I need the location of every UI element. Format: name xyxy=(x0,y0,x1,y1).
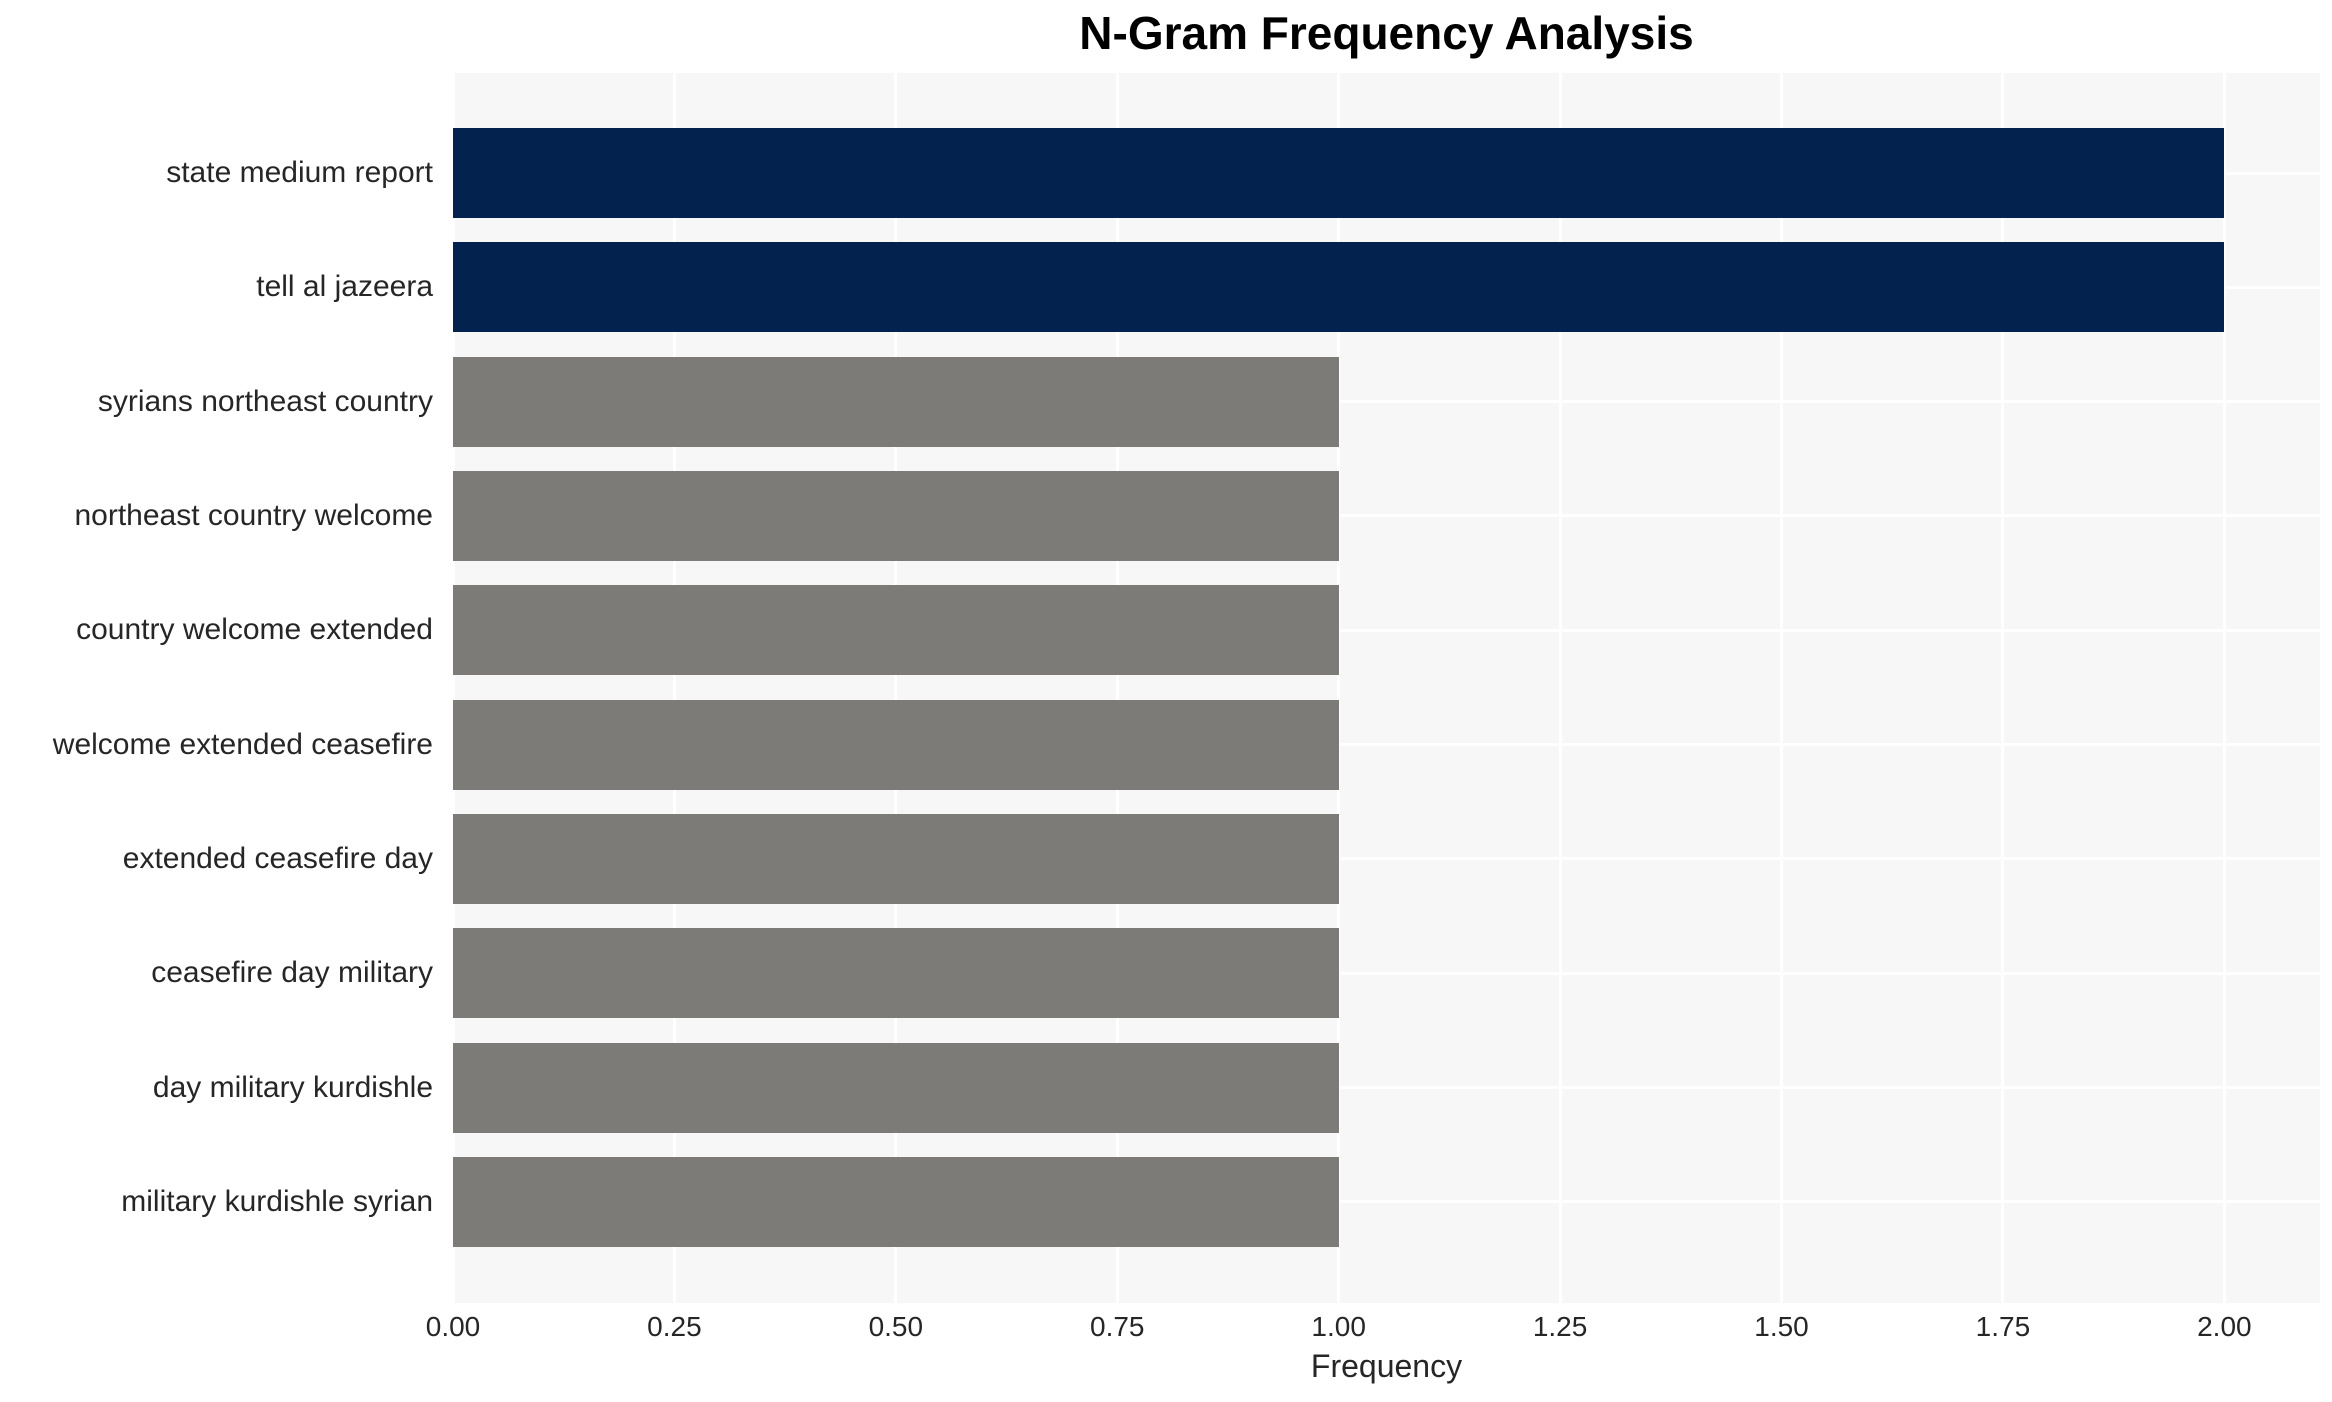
y-tick-label: extended ceasefire day xyxy=(122,841,433,875)
gridline-vertical xyxy=(894,73,898,1303)
gridline-horizontal xyxy=(453,743,2320,747)
y-axis-labels: state medium report tell al jazeera syrian… xyxy=(0,73,443,1303)
x-axis-ticks: 0.00 0.25 0.50 0.75 1.00 1.25 1.50 1.75 2.00 xyxy=(0,1303,2332,1343)
y-tick-label: day military kurdishle xyxy=(152,1070,433,1104)
chart-title: N-Gram Frequency Analysis xyxy=(1079,7,1694,59)
x-tick-label: 1.50 xyxy=(1754,1311,1809,1342)
gridline-vertical xyxy=(451,73,455,1303)
bar xyxy=(453,470,1339,561)
x-tick-label: 0.00 xyxy=(425,1311,481,1342)
gridline-horizontal xyxy=(453,1086,2320,1090)
gridline-horizontal xyxy=(453,971,2320,975)
bar xyxy=(453,128,2225,218)
gridline-vertical xyxy=(1558,73,1562,1303)
y-tick-label: welcome extended ceasefire xyxy=(52,727,433,761)
x-tick-label: 1.75 xyxy=(1975,1311,2031,1342)
bar xyxy=(453,1042,1339,1133)
bar xyxy=(453,928,1339,1019)
y-tick-label: syrians northeast country xyxy=(97,384,433,418)
y-tick-label: military kurdishle syrian xyxy=(121,1184,433,1218)
gridline-vertical xyxy=(1337,73,1341,1303)
bar xyxy=(453,356,1339,447)
x-tick-label: 2.00 xyxy=(2197,1311,2252,1342)
x-axis-label: Frequency xyxy=(1310,1348,1463,1384)
gridline-vertical xyxy=(2001,73,2005,1303)
x-tick-label: 0.50 xyxy=(868,1311,924,1342)
gridline-horizontal xyxy=(453,1200,2320,1204)
y-tick-label: ceasefire day military xyxy=(151,956,433,990)
y-tick-label: northeast country welcome xyxy=(74,498,433,532)
y-tick-label: tell al jazeera xyxy=(256,270,433,304)
gridline-horizontal xyxy=(453,628,2320,632)
bar xyxy=(453,813,1339,904)
y-tick-label: state medium report xyxy=(166,156,433,189)
gridline-vertical xyxy=(1115,73,1119,1303)
gridline-horizontal xyxy=(453,857,2320,861)
x-tick-label: 0.75 xyxy=(1090,1311,1145,1342)
bar xyxy=(453,699,1339,790)
gridline-horizontal xyxy=(453,400,2320,404)
plot-area xyxy=(451,73,2320,1303)
x-tick-label: 1.25 xyxy=(1532,1311,1588,1342)
bar xyxy=(453,585,1339,676)
bar xyxy=(453,242,2225,333)
gridline-vertical xyxy=(672,73,676,1303)
bar xyxy=(453,1156,1339,1247)
x-tick-label: 1.00 xyxy=(1311,1311,1366,1342)
x-tick-label: 0.25 xyxy=(647,1311,702,1342)
gridline-vertical xyxy=(2222,73,2226,1303)
gridline-vertical xyxy=(1780,73,1783,1303)
gridline-horizontal xyxy=(453,514,2320,518)
y-tick-label: country welcome extended xyxy=(76,613,433,647)
